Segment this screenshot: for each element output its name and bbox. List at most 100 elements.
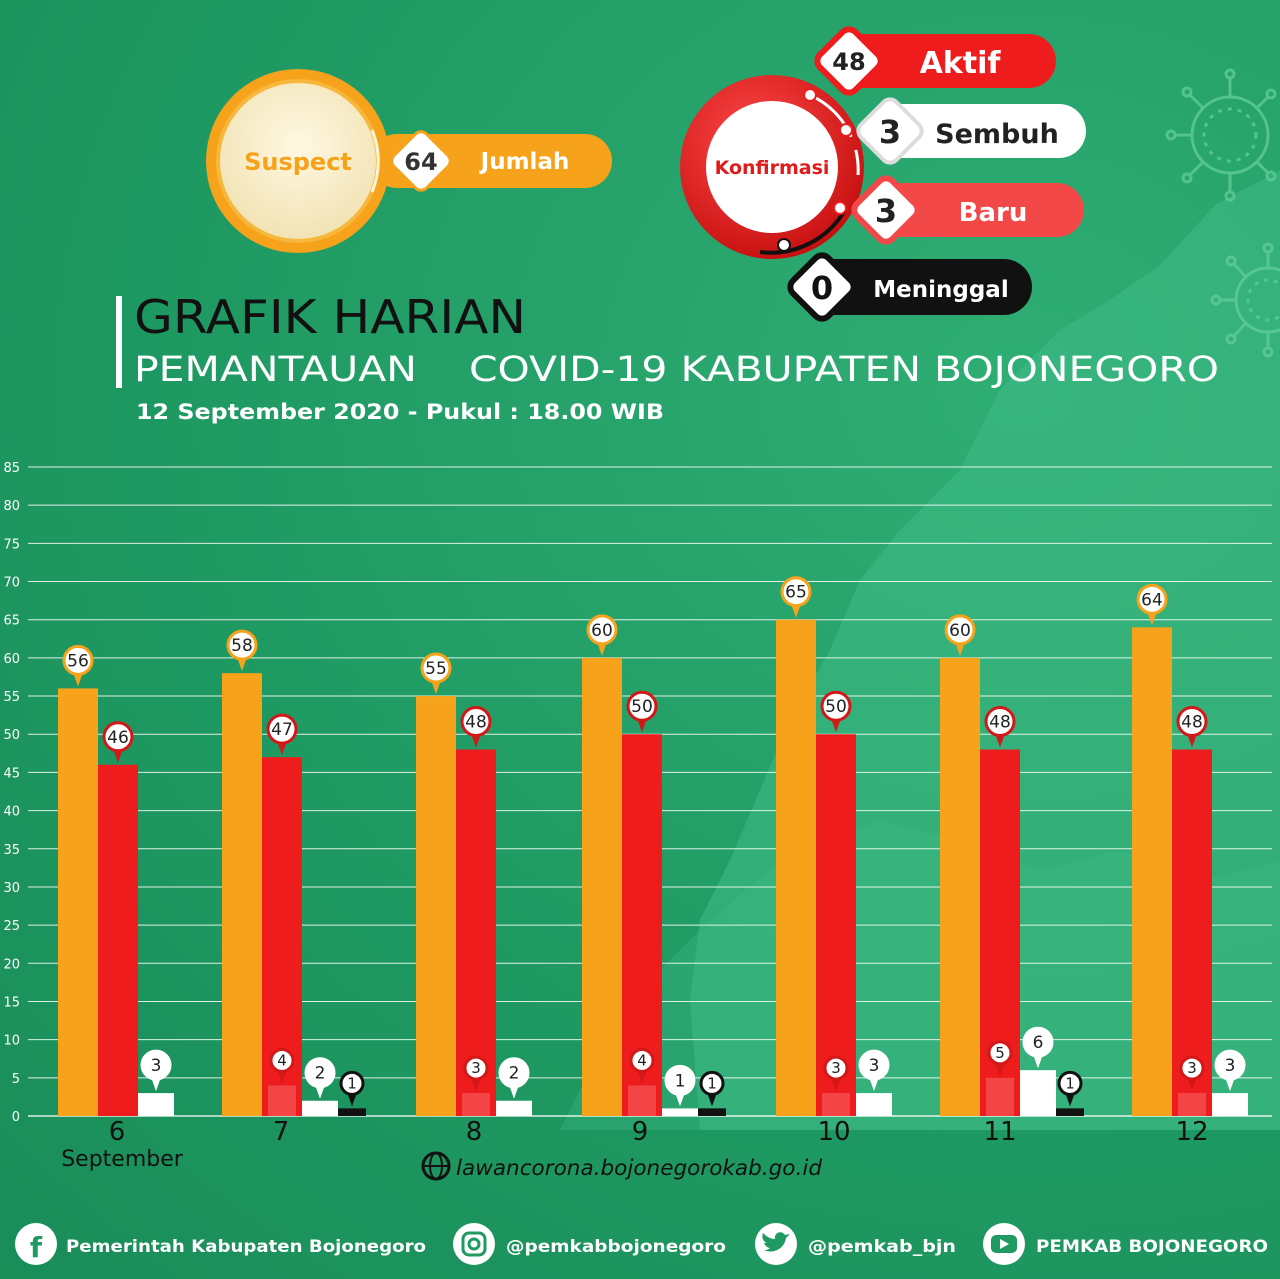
bar-baru — [1178, 1093, 1206, 1116]
title-accent-bar — [116, 296, 122, 388]
bar-suspect — [940, 657, 980, 1116]
data-label-badge — [1136, 583, 1168, 615]
data-label: 3 — [151, 1056, 162, 1076]
bar-sembuh — [302, 1100, 338, 1116]
data-label-pointer — [955, 641, 965, 656]
data-label: 65 — [785, 583, 807, 603]
bar-suspect — [776, 619, 816, 1116]
baru-count: 3 — [875, 192, 897, 230]
data-label: 56 — [67, 651, 89, 671]
data-label-badge — [629, 1047, 655, 1073]
bar-baru — [986, 1077, 1014, 1116]
baru-pill — [868, 183, 1084, 237]
data-label-pointer — [1033, 1054, 1043, 1069]
data-label-badge — [586, 614, 618, 646]
facebook-link[interactable]: f Pemerintah Kabupaten Bojonegoro — [15, 1223, 426, 1265]
data-label: 1 — [1065, 1074, 1075, 1092]
page-subtitle: PEMANTAUAN COVID-19 KABUPATEN BOJONEGORO — [134, 350, 1219, 390]
data-label-badge — [420, 652, 452, 684]
data-label-pointer — [675, 1092, 685, 1107]
baru-label: Baru — [959, 198, 1028, 228]
data-label-pointer — [869, 1077, 879, 1092]
data-label: 4 — [637, 1051, 647, 1069]
data-label-badge — [1176, 706, 1208, 738]
data-label-pointer — [1147, 611, 1157, 626]
aktif-label: Aktif — [920, 46, 1002, 81]
data-label-pointer — [151, 1077, 161, 1092]
bar-baru — [822, 1093, 850, 1116]
bar-aktif — [456, 749, 496, 1116]
y-tick-label: 75 — [3, 537, 20, 552]
x-tick-label: 10 — [817, 1117, 850, 1147]
y-tick-label: 0 — [12, 1110, 20, 1125]
youtube-link[interactable]: PEMKAB BOJONEGORO — [983, 1223, 1268, 1265]
data-label: 48 — [1181, 713, 1203, 733]
y-tick-label: 50 — [3, 728, 20, 743]
bar-suspect — [1132, 627, 1172, 1116]
instagram-link[interactable]: @pemkabbojonegoro — [453, 1223, 726, 1265]
data-label-pointer — [995, 1061, 1005, 1076]
data-label-pointer — [471, 733, 481, 748]
data-label: 48 — [989, 713, 1011, 733]
suspect-count: 64 — [404, 148, 437, 176]
data-label-pointer — [637, 1069, 647, 1084]
data-label: 4 — [277, 1051, 287, 1069]
konfirmasi-cluster: Aktif Sembuh Baru Meninggal Konfirmasi 4… — [680, 26, 1086, 322]
data-label-pointer — [315, 1084, 325, 1099]
data-label: 60 — [591, 621, 613, 641]
y-tick-label: 60 — [3, 652, 20, 667]
y-tick-label: 5 — [12, 1072, 20, 1087]
sembuh-label: Sembuh — [935, 119, 1059, 150]
data-label-badge — [626, 690, 658, 722]
y-tick-label: 55 — [3, 690, 20, 705]
data-label-badge — [226, 629, 258, 661]
data-label: 3 — [471, 1059, 481, 1077]
page-title: GRAFIK HARIAN — [134, 290, 526, 344]
y-tick-label: 40 — [3, 805, 20, 820]
bar-suspect — [416, 696, 456, 1116]
data-label-badge — [463, 1055, 489, 1081]
twitter-label: @pemkab_bjn — [808, 1237, 956, 1257]
data-label-badge — [944, 614, 976, 646]
data-label-badge — [498, 1057, 530, 1089]
x-tick-label: 11 — [983, 1117, 1016, 1147]
virus-icon — [1165, 68, 1277, 202]
suspect-circle-label: Suspect — [244, 148, 352, 176]
sembuh-pill — [868, 104, 1086, 158]
data-label: 5 — [995, 1044, 1005, 1062]
data-label-badge — [780, 576, 812, 608]
twitter-link[interactable]: @pemkab_bjn — [755, 1223, 956, 1265]
data-label-badge — [102, 721, 134, 753]
x-tick-sublabel: September — [61, 1147, 184, 1172]
data-label: 58 — [231, 636, 253, 656]
y-tick-label: 35 — [3, 843, 20, 858]
meninggal-pill — [800, 259, 1032, 315]
svg-text:f: f — [30, 1231, 43, 1264]
data-label: 2 — [509, 1064, 520, 1084]
data-label: 1 — [675, 1071, 686, 1091]
meninggal-count: 0 — [811, 269, 833, 307]
y-tick-label: 45 — [3, 766, 20, 781]
website-url: lawancorona.bojonegorokab.go.id — [456, 1156, 823, 1180]
data-label-badge — [1022, 1026, 1054, 1058]
bar-sembuh — [1212, 1093, 1248, 1116]
data-label-badge — [664, 1064, 696, 1096]
data-label-badge — [699, 1070, 725, 1096]
data-label: 1 — [707, 1074, 717, 1092]
facebook-icon — [15, 1223, 57, 1265]
data-label-badge — [984, 706, 1016, 738]
data-label-badge — [858, 1049, 890, 1081]
y-tick-label: 30 — [3, 881, 20, 896]
y-tick-label: 25 — [3, 919, 20, 934]
y-tick-label: 65 — [3, 614, 20, 629]
bar-meninggal — [338, 1108, 366, 1116]
bar-aktif — [1172, 749, 1212, 1116]
data-label: 46 — [107, 728, 129, 748]
instagram-label: @pemkabbojonegoro — [506, 1237, 726, 1257]
bar-baru — [628, 1085, 656, 1116]
data-label-pointer — [73, 672, 83, 687]
data-label: 64 — [1141, 590, 1163, 610]
data-label: 50 — [825, 697, 847, 717]
report-datetime: 12 September 2020 - Pukul : 18.00 WIB — [136, 400, 664, 424]
